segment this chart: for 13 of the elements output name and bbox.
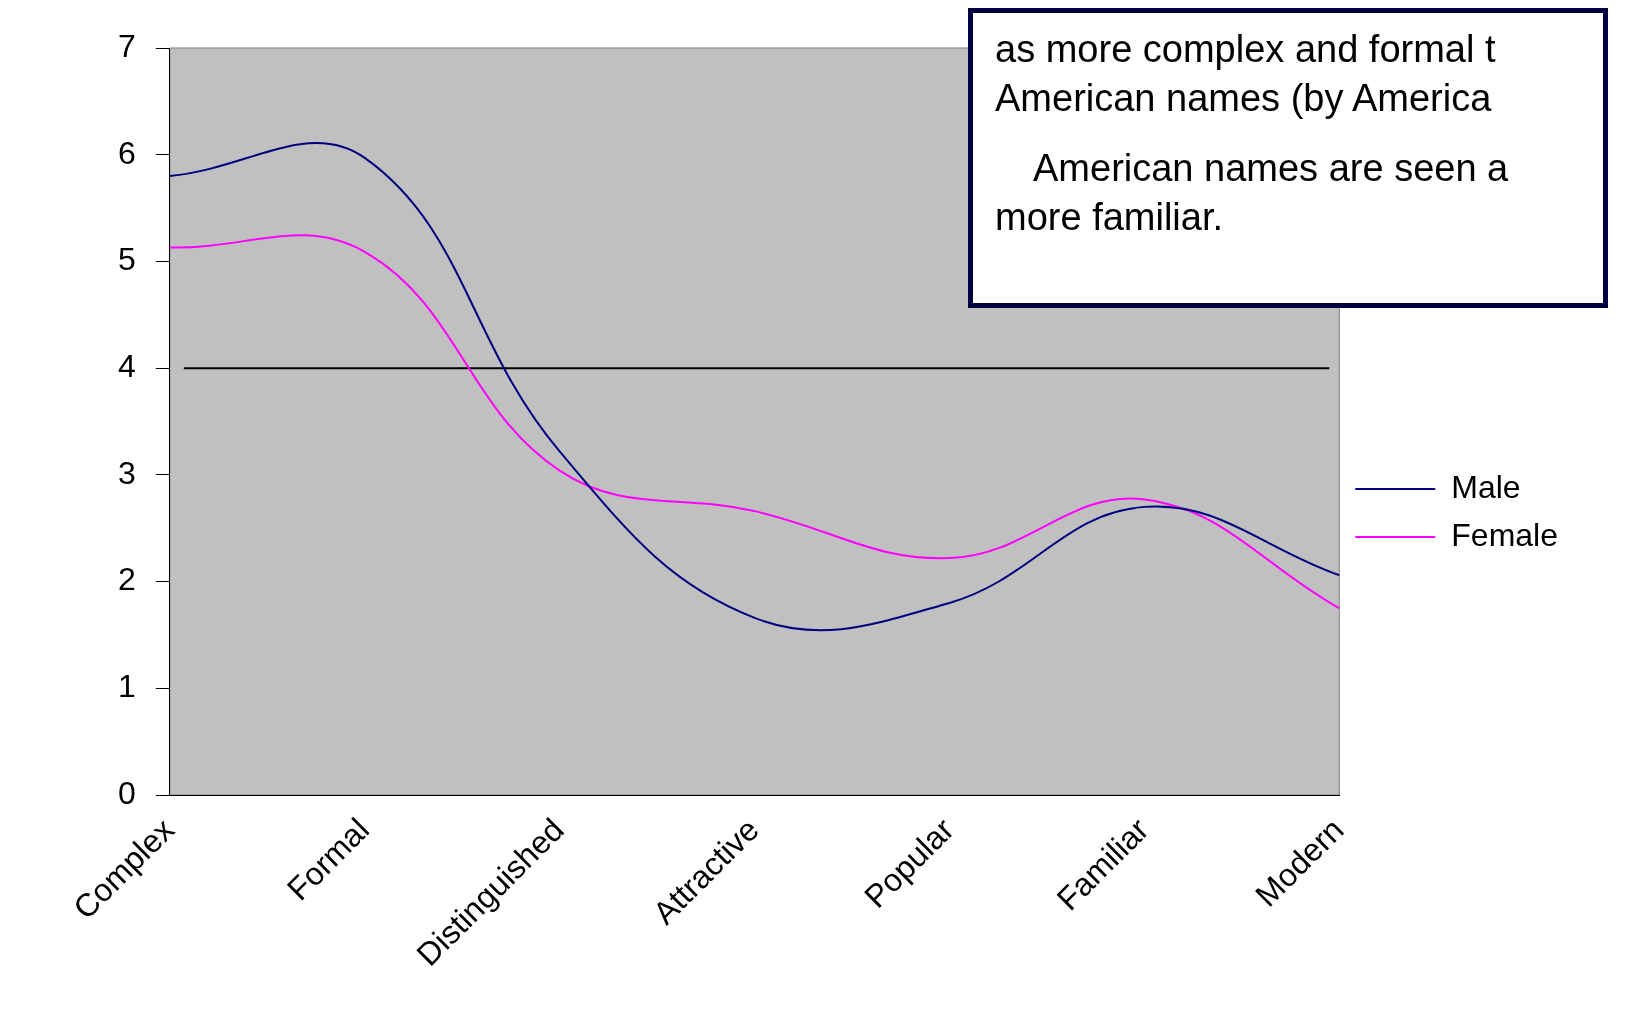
y-tick-label: 3 — [118, 454, 136, 491]
annotation: as more complex and formal t American names (by America — [995, 27, 1497, 122]
annotation: American names are seen a more familiar. — [995, 145, 1510, 241]
y-tick-label: 1 — [118, 668, 136, 705]
note-box: as more complex and formal t American names (by America American names are seen a more familiar. — [968, 8, 1608, 308]
y-tick-label: 2 — [118, 561, 136, 598]
legend-label: Male — [1451, 468, 1521, 505]
y-tick-label: 5 — [118, 241, 136, 278]
y-tick-label: 6 — [118, 134, 136, 171]
legend-label: Female — [1451, 516, 1558, 553]
y-tick-label: 7 — [118, 27, 136, 64]
y-tick-label: 4 — [118, 347, 136, 384]
y-tick-label: 0 — [118, 774, 136, 811]
